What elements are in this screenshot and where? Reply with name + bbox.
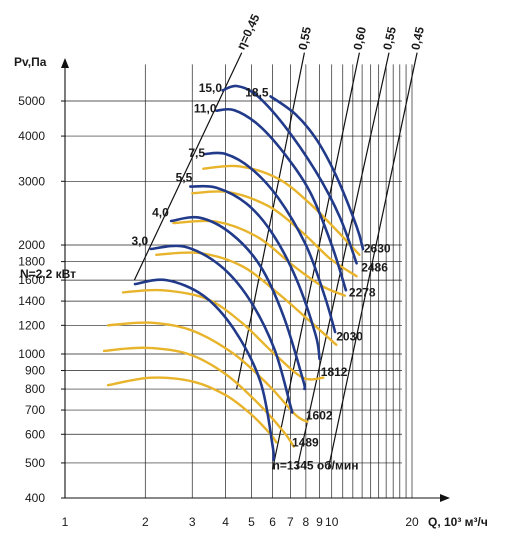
x-tick-label: 3	[189, 515, 196, 529]
pressure-curve	[269, 95, 365, 251]
y-tick-label: 1200	[18, 318, 45, 332]
pressure-curve	[133, 278, 276, 462]
y-tick-label: 1400	[18, 294, 45, 308]
y-tick-label: 1000	[18, 347, 45, 361]
power-label: 18,5	[245, 85, 269, 99]
efficiency-label: 0,55	[380, 25, 399, 51]
y-tick-label: 3000	[18, 174, 45, 188]
efficiency-label: 0,45	[408, 25, 427, 51]
y-tick-label: 5000	[18, 94, 45, 108]
x-axis-title: Q, 10³ м³/ч	[428, 515, 488, 529]
x-tick-label: 8	[303, 515, 310, 529]
x-tick-label: 4	[222, 515, 229, 529]
speed-label: n=1345 об/мин	[273, 458, 359, 472]
y-tick-label: 900	[25, 364, 45, 378]
x-tick-label: 10	[325, 515, 339, 529]
x-axis-arrow	[440, 494, 450, 502]
power-label: N=2,2 кВт	[20, 267, 76, 281]
x-tick-label: 20	[405, 515, 419, 529]
pressure-curve	[221, 84, 358, 265]
y-axis-title: Pv,Па	[14, 55, 47, 69]
efficiency-label: 0,55	[296, 25, 314, 51]
operating-curve	[121, 288, 325, 381]
efficiency-line	[271, 52, 360, 470]
operating-curve	[172, 219, 346, 297]
efficiency-lines: η=0,45 0,55 0,60 0,55 0,45	[133, 12, 427, 470]
x-tick-label: 5	[248, 515, 255, 529]
curves	[102, 84, 365, 462]
x-tick-label: 6	[269, 515, 276, 529]
y-axis-arrow	[61, 58, 69, 68]
efficiency-line	[296, 52, 390, 470]
power-label: 4,0	[152, 205, 169, 219]
power-label: 7,5	[188, 146, 205, 160]
speed-label: 2630	[364, 241, 391, 255]
pressure-curve	[149, 244, 294, 414]
labels: 15,0 18,5 11,0 7,5 5,5 4,0 3,0 N=2,2 кВт 2630 248…	[20, 81, 391, 473]
x-tick-label: 1	[62, 515, 69, 529]
y-tick-label: 2000	[18, 238, 45, 252]
y-tick-label: 400	[25, 491, 45, 505]
efficiency-label: 0,60	[351, 25, 370, 51]
pressure-curve	[169, 215, 307, 391]
y-tick-label: 500	[25, 456, 45, 470]
efficiency-line	[236, 52, 305, 390]
x-tick-label: 7	[287, 515, 294, 529]
speed-label: 1812	[321, 365, 348, 379]
speed-label: 2030	[336, 329, 363, 343]
x-tick-label: 9	[316, 515, 323, 529]
y-tick-label: 1800	[18, 255, 45, 269]
speed-label: 2278	[349, 286, 376, 300]
pressure-curve	[215, 107, 348, 292]
y-tick-label: 1600	[18, 273, 45, 287]
power-label: 15,0	[199, 81, 223, 95]
y-tick-label: 800	[25, 382, 45, 396]
efficiency-label: η=0,45	[234, 12, 263, 52]
x-tick-label: 2	[142, 515, 149, 529]
speed-label: 1602	[306, 408, 333, 422]
power-label: 11,0	[194, 101, 217, 115]
operating-curve	[202, 164, 361, 256]
y-tick-label: 4000	[18, 129, 45, 143]
efficiency-line	[327, 52, 418, 470]
y-tick-label: 600	[25, 427, 45, 441]
y-tick-label: 700	[25, 403, 45, 417]
operating-curve	[155, 251, 338, 346]
operating-curve	[106, 321, 309, 423]
grid	[65, 64, 413, 498]
axes: 400 500 600 700 800 900 1000 1200 1400 1600 1800 20…	[14, 55, 488, 529]
power-label: 3,0	[131, 234, 148, 248]
pressure-curve	[189, 184, 321, 361]
pressure-curve	[203, 151, 337, 334]
speed-label: 1489	[292, 436, 319, 450]
power-label: 5,5	[176, 170, 193, 184]
operating-curve	[102, 346, 295, 448]
speed-label: 2486	[361, 260, 388, 274]
